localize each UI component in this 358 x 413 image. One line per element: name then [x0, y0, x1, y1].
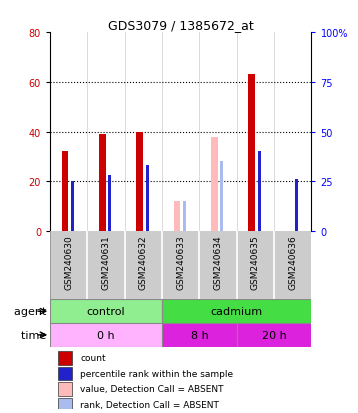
Bar [248, 75, 255, 232]
Bar [174, 202, 180, 232]
Bar [183, 202, 186, 232]
Bar [211, 137, 218, 232]
Bar [237, 323, 311, 347]
Bar [62, 152, 68, 232]
Text: rank, Detection Call = ABSENT: rank, Detection Call = ABSENT [80, 400, 219, 409]
Text: value, Detection Call = ABSENT: value, Detection Call = ABSENT [80, 385, 224, 394]
Bar [58, 382, 72, 396]
Bar [162, 300, 311, 323]
Text: GSM240633: GSM240633 [176, 235, 185, 290]
Bar [58, 398, 72, 411]
Bar [258, 152, 261, 232]
Text: time: time [21, 330, 50, 340]
Title: GDS3079 / 1385672_at: GDS3079 / 1385672_at [108, 19, 254, 32]
Bar [221, 162, 223, 232]
Bar [99, 135, 106, 232]
Text: count: count [80, 354, 106, 363]
Bar [50, 323, 162, 347]
Text: cadmium: cadmium [211, 306, 263, 316]
Text: 20 h: 20 h [262, 330, 286, 340]
Bar [146, 166, 149, 232]
Bar [162, 323, 237, 347]
Bar [108, 176, 111, 232]
Text: percentile rank within the sample: percentile rank within the sample [80, 369, 233, 378]
Text: GSM240632: GSM240632 [139, 235, 148, 290]
Text: 0 h: 0 h [97, 330, 115, 340]
Text: GSM240636: GSM240636 [288, 235, 297, 290]
Text: GSM240631: GSM240631 [102, 235, 111, 290]
Text: GSM240635: GSM240635 [251, 235, 260, 290]
Bar [295, 180, 298, 232]
Text: agent: agent [14, 306, 50, 316]
Text: GSM240630: GSM240630 [64, 235, 73, 290]
Bar [71, 182, 74, 232]
Bar [58, 367, 72, 380]
Bar [136, 132, 143, 232]
Bar [58, 351, 72, 365]
Text: control: control [87, 306, 125, 316]
Bar [50, 300, 162, 323]
Text: 8 h: 8 h [190, 330, 208, 340]
Text: GSM240634: GSM240634 [214, 235, 223, 290]
